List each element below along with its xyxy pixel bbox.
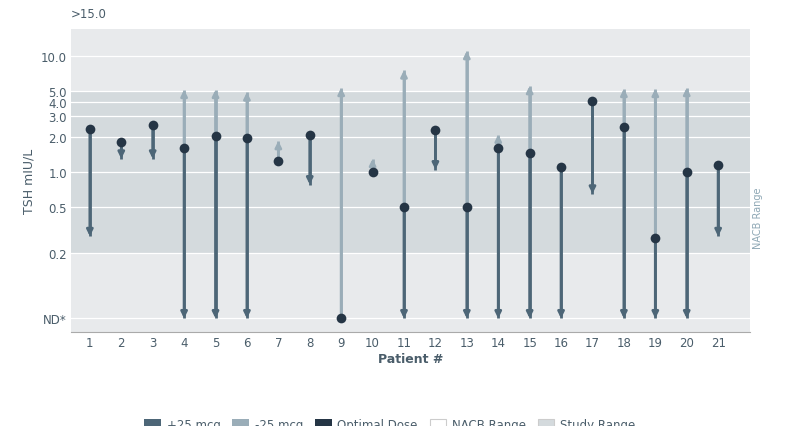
X-axis label: Patient #: Patient # xyxy=(378,352,443,365)
Text: >15.0: >15.0 xyxy=(71,8,107,21)
Bar xyxy=(71,92,750,207)
Bar xyxy=(71,92,750,253)
Legend: +25 mcg, -25 mcg, Optimal Dose, NACB Range, Study Range: +25 mcg, -25 mcg, Optimal Dose, NACB Ran… xyxy=(140,413,640,426)
Text: NACB Range: NACB Range xyxy=(753,187,763,248)
Y-axis label: TSH mIU/L: TSH mIU/L xyxy=(22,149,36,213)
